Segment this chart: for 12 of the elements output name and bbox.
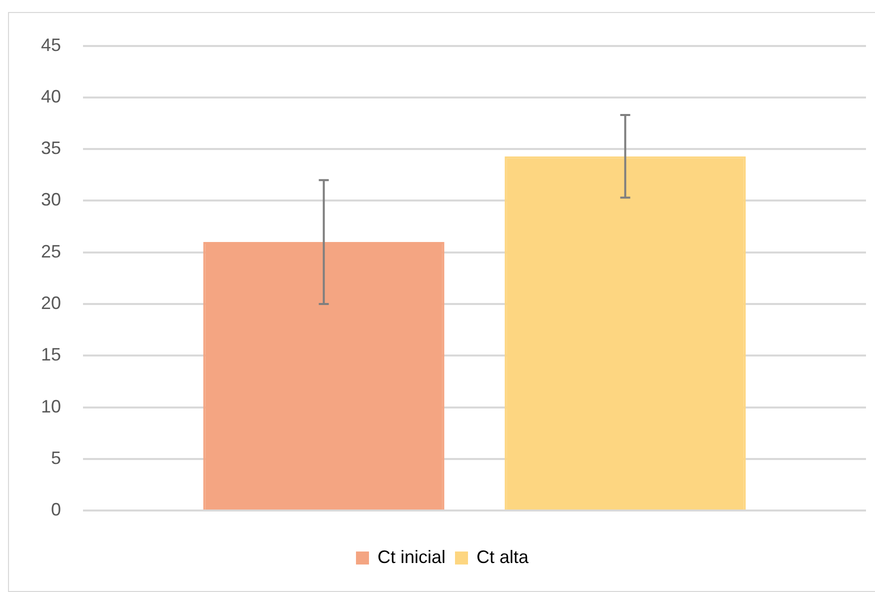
y-tick-label: 20: [40, 292, 62, 313]
legend-label: Ct inicial: [377, 546, 446, 567]
y-tick-label: 45: [40, 34, 62, 55]
y-tick-label: 0: [51, 500, 62, 520]
y-tick-label: 30: [40, 190, 62, 210]
y-tick-label: 25: [40, 241, 62, 262]
y-tick-label: 5: [51, 448, 62, 468]
y-tick-label: 35: [40, 138, 62, 158]
y-tick-label: 10: [40, 396, 62, 416]
y-tick-label: 15: [40, 344, 62, 365]
legend-label: Ct alta: [476, 546, 530, 567]
y-tick-label: 40: [40, 86, 62, 106]
